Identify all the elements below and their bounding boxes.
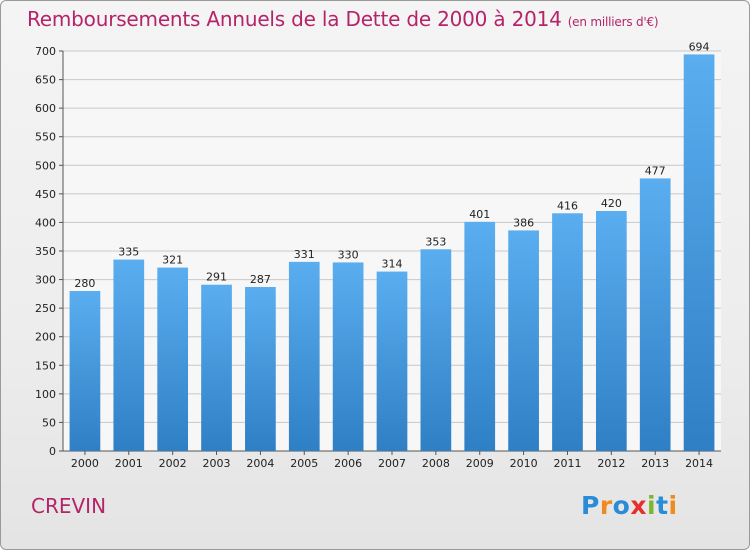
bar-2002 xyxy=(157,267,189,451)
value-label-2006: 330 xyxy=(338,248,359,261)
x-tick-label-2000: 2000 xyxy=(71,457,99,470)
bar-2011 xyxy=(552,213,583,451)
y-tick-label: 250 xyxy=(35,302,56,315)
value-label-2001: 335 xyxy=(118,246,139,259)
value-label-2005: 331 xyxy=(294,248,315,261)
value-label-2014: 694 xyxy=(689,40,710,53)
bar-2003 xyxy=(201,284,232,451)
proxiti-logo: Proxiti xyxy=(581,491,678,520)
x-tick-label-2013: 2013 xyxy=(641,457,669,470)
x-tick-label-2012: 2012 xyxy=(597,457,625,470)
value-label-2003: 291 xyxy=(206,271,227,284)
x-tick-label-2007: 2007 xyxy=(378,457,406,470)
logo-letter: x xyxy=(630,491,647,520)
logo-letter: t xyxy=(656,491,669,520)
bar-2008 xyxy=(420,249,452,451)
value-label-2010: 386 xyxy=(513,216,534,229)
labels: 0 50 100 150 200 250 300 350 400 450 500 550 600 650 7… xyxy=(35,40,713,470)
y-tick-label: 50 xyxy=(42,416,56,429)
x-tick-label-2001: 2001 xyxy=(115,457,143,470)
value-label-2008: 353 xyxy=(425,235,446,248)
y-tick-label: 200 xyxy=(35,331,56,344)
bar-2010 xyxy=(508,230,539,451)
y-tick-label: 700 xyxy=(35,45,56,58)
value-label-2012: 420 xyxy=(601,197,622,210)
y-tick-label: 550 xyxy=(35,131,56,144)
y-tick-label: 350 xyxy=(35,245,56,258)
bar-2014 xyxy=(683,54,715,452)
bar-2000 xyxy=(69,291,101,451)
bars xyxy=(69,54,715,452)
x-tick-label-2003: 2003 xyxy=(203,457,231,470)
value-label-2000: 280 xyxy=(74,277,95,290)
y-tick-label: 300 xyxy=(35,274,56,287)
x-tick-label-2005: 2005 xyxy=(290,457,318,470)
y-tick-label: 600 xyxy=(35,102,56,115)
chart-title-text: Remboursements Annuels de la Dette de 20… xyxy=(27,7,562,31)
value-label-2013: 477 xyxy=(645,164,666,177)
value-label-2002: 321 xyxy=(162,254,183,267)
y-tick-label: 150 xyxy=(35,359,56,372)
bar-2012 xyxy=(595,211,627,451)
logo-letter: o xyxy=(612,491,631,520)
logo-letter: i xyxy=(647,491,657,520)
bar-2005 xyxy=(288,261,320,451)
y-tick-label: 500 xyxy=(35,159,56,172)
bar-2007 xyxy=(376,271,408,451)
chart-unit: (en milliers d'€) xyxy=(567,15,659,29)
chart-title: Remboursements Annuels de la Dette de 20… xyxy=(27,7,659,31)
x-tick-label-2009: 2009 xyxy=(466,457,494,470)
x-tick-label-2006: 2006 xyxy=(334,457,362,470)
x-tick-label-2008: 2008 xyxy=(422,457,450,470)
y-tick-label: 450 xyxy=(35,188,56,201)
bar-2001 xyxy=(113,259,145,451)
value-label-2004: 287 xyxy=(250,273,271,286)
bar-2004 xyxy=(245,287,276,451)
y-tick-label: 400 xyxy=(35,216,56,229)
y-tick-label: 650 xyxy=(35,74,56,87)
logo-letter: i xyxy=(668,491,678,520)
bar-2006 xyxy=(332,262,364,451)
value-label-2009: 401 xyxy=(469,208,490,221)
x-tick-label-2014: 2014 xyxy=(685,457,713,470)
logo-letter: P xyxy=(581,491,600,520)
bar-2013 xyxy=(639,178,671,451)
bar-2009 xyxy=(464,221,496,451)
x-tick-label-2010: 2010 xyxy=(510,457,538,470)
x-tick-label-2011: 2011 xyxy=(553,457,581,470)
value-label-2007: 314 xyxy=(382,258,403,271)
logo-letter: r xyxy=(599,491,613,520)
y-tick-label: 100 xyxy=(35,388,56,401)
x-tick-label-2004: 2004 xyxy=(246,457,274,470)
y-tick-label: 0 xyxy=(49,445,56,458)
x-tick-label-2002: 2002 xyxy=(159,457,187,470)
commune-name: CREVIN xyxy=(31,494,107,518)
value-label-2011: 416 xyxy=(557,199,578,212)
